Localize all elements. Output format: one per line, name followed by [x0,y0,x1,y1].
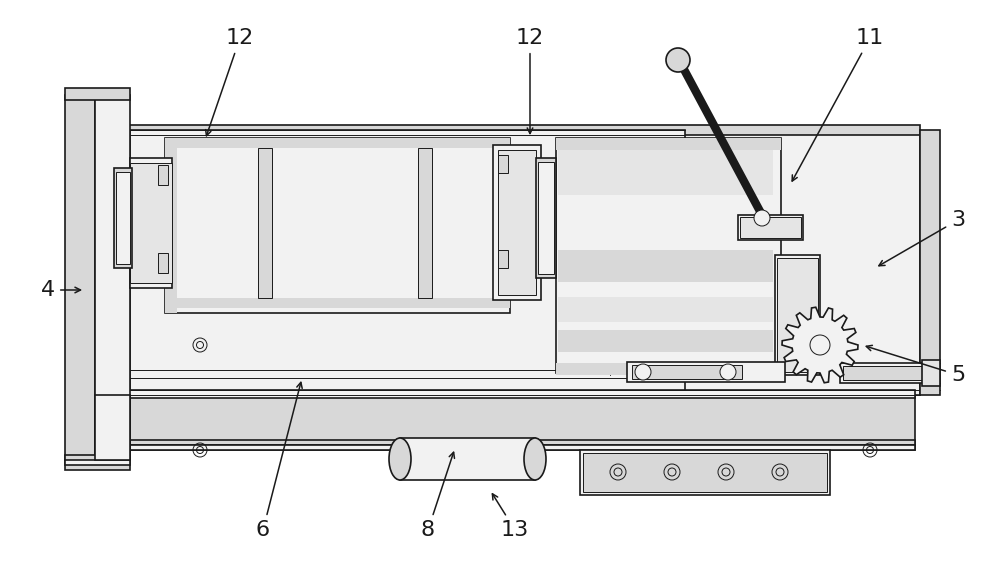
Text: 6: 6 [256,382,302,540]
Text: 8: 8 [421,452,454,540]
Circle shape [720,364,736,380]
Bar [775,255,820,375]
Bar [158,165,168,185]
Bar [556,138,781,373]
Bar [258,148,272,298]
Bar [95,440,915,445]
Text: 3: 3 [879,210,965,266]
Bar [627,362,785,382]
Text: 13: 13 [492,494,529,540]
Bar [740,217,801,238]
Bar [558,250,773,282]
Bar [738,215,803,240]
Bar [583,453,827,492]
Bar [130,130,685,390]
Text: 4: 4 [41,280,81,300]
Polygon shape [782,307,858,383]
Bar [95,390,915,398]
Bar [95,130,920,395]
Bar [95,125,920,135]
Bar [558,297,773,322]
Bar [165,298,510,308]
Bar [65,88,130,100]
Text: 12: 12 [516,28,544,134]
Bar [130,158,172,288]
Bar [95,395,130,460]
Bar [556,138,781,150]
Bar [95,95,130,460]
Bar [843,366,922,380]
Bar [632,365,742,379]
Bar [65,460,130,465]
Bar [498,250,508,268]
Bar [538,162,554,274]
Bar [400,438,535,480]
Bar [536,158,556,278]
Bar [556,363,781,375]
Bar [95,445,915,450]
Bar [114,168,132,268]
Bar [580,450,830,495]
Bar [498,155,508,173]
Ellipse shape [389,438,411,480]
Bar [165,138,177,313]
Bar [65,95,95,460]
Bar [65,455,130,470]
Text: 12: 12 [206,28,254,136]
Bar [116,172,130,264]
Ellipse shape [524,438,546,480]
Bar [840,363,925,383]
Circle shape [754,210,770,226]
Bar [158,253,168,273]
Bar [95,390,915,450]
Bar [130,163,172,283]
Bar [920,130,940,395]
Bar [165,138,510,148]
Bar [777,258,818,372]
Bar [558,150,773,195]
Bar [165,138,510,313]
Bar [558,330,773,352]
Bar [498,150,536,295]
Text: 5: 5 [866,346,965,385]
Circle shape [666,48,690,72]
Text: 11: 11 [792,28,884,181]
Bar [922,360,940,386]
Circle shape [635,364,651,380]
Bar [493,145,541,300]
Bar [418,148,432,298]
